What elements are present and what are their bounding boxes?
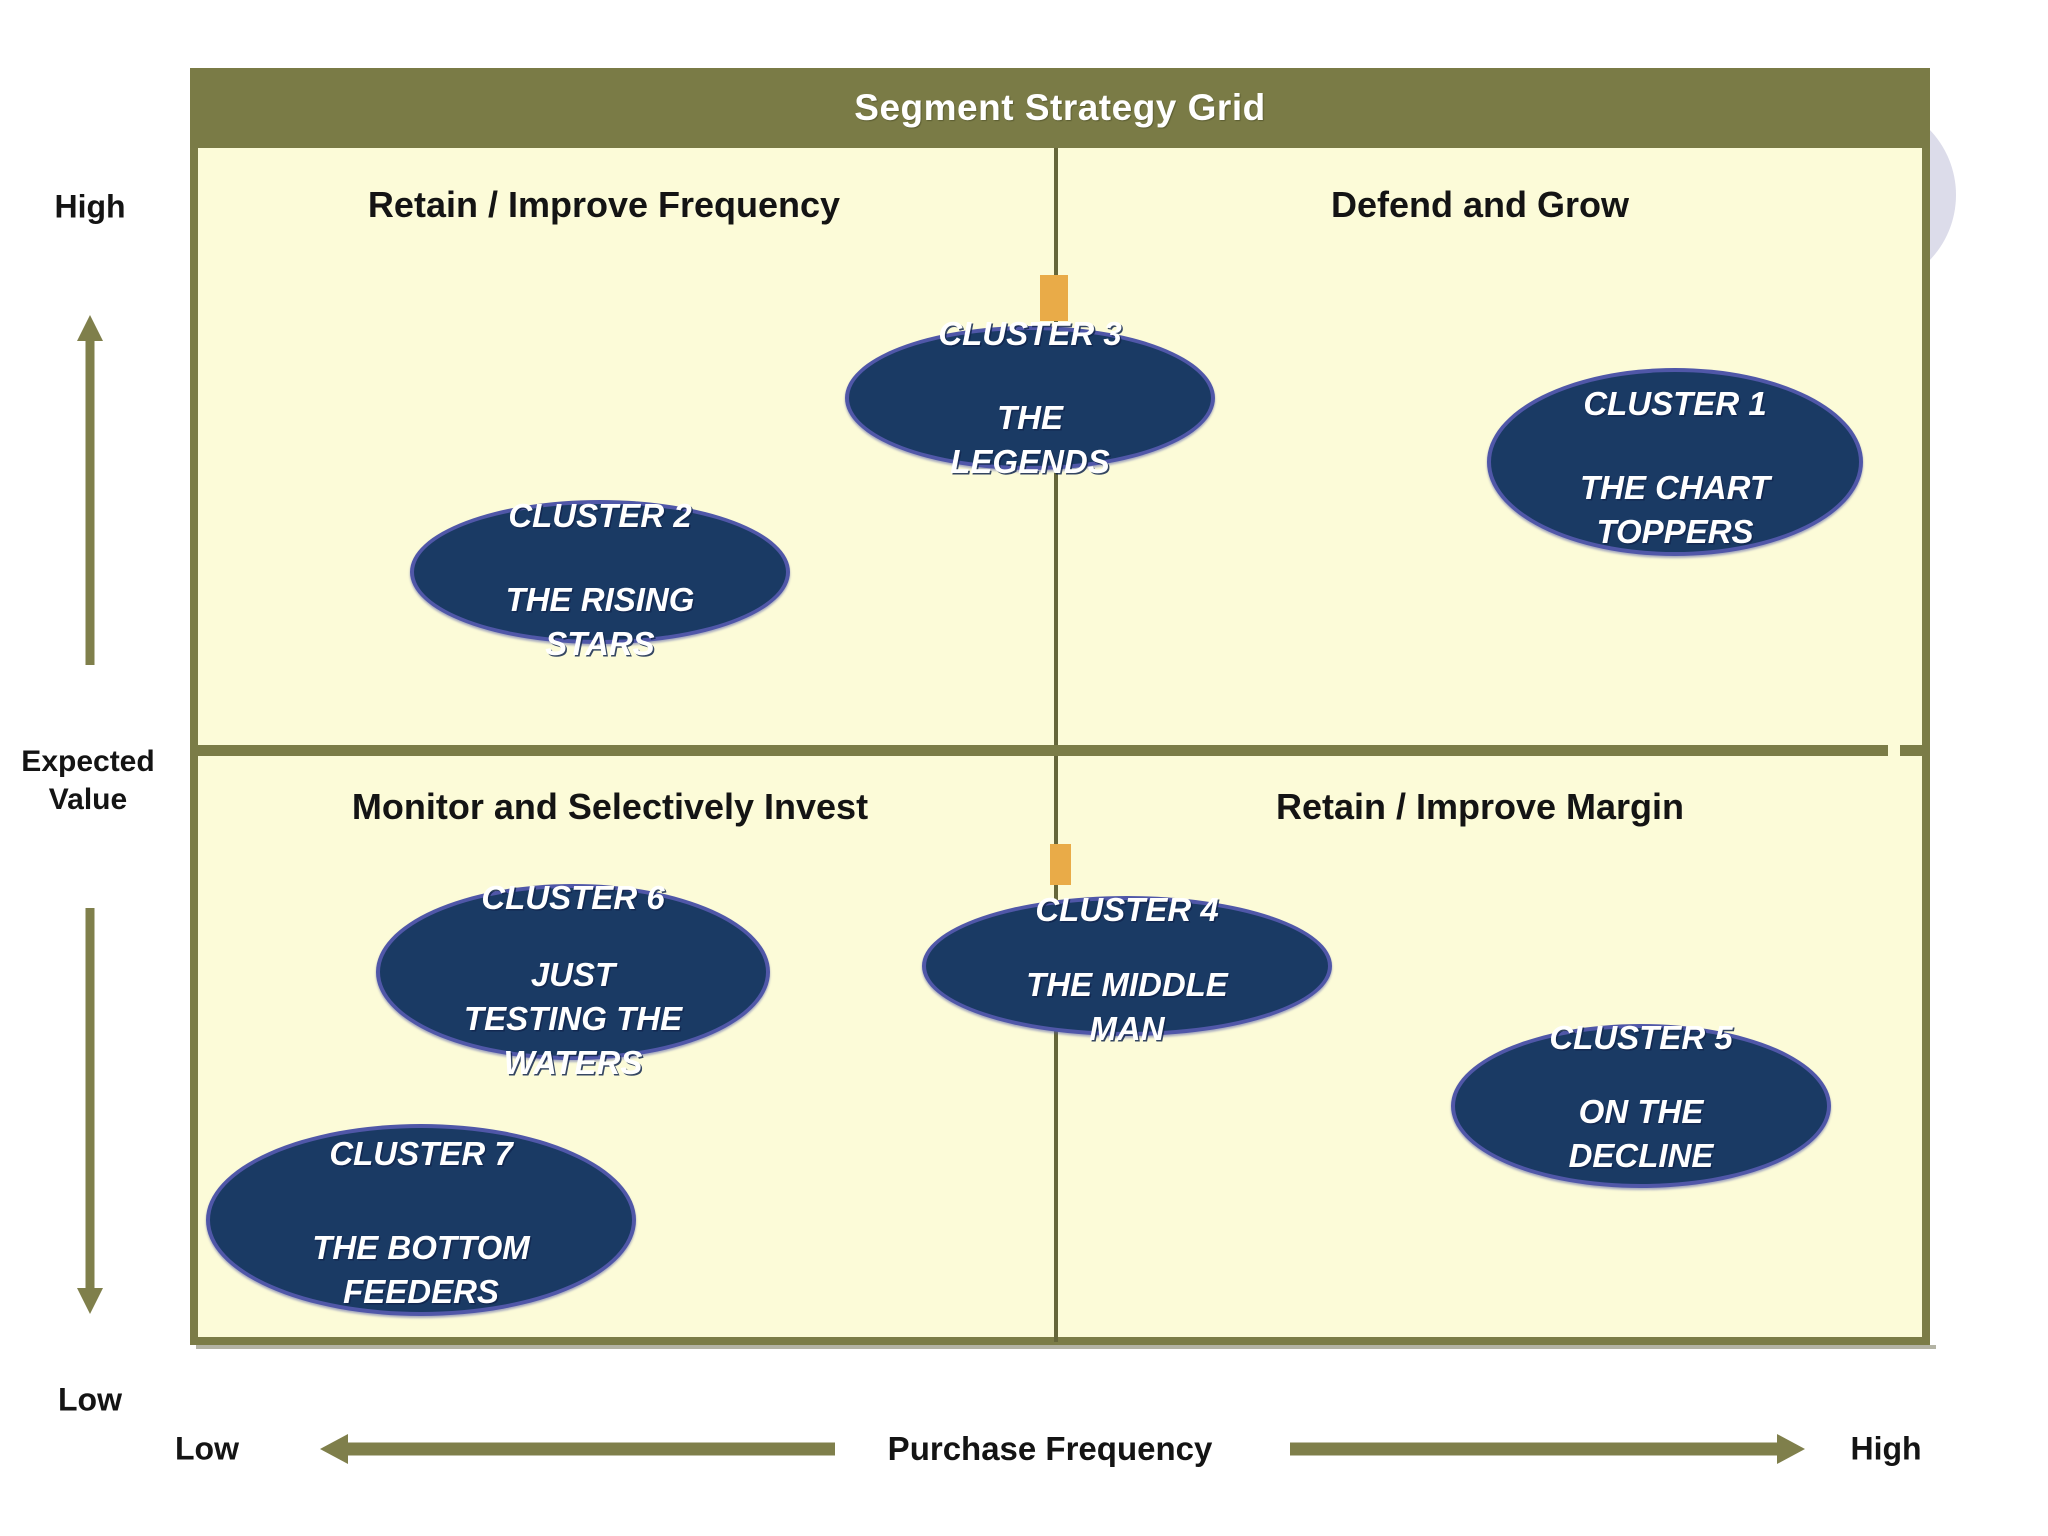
cluster-2: CLUSTER 2 THE RISING STARS xyxy=(410,497,790,662)
cluster-1-name: THE CHART TOPPERS xyxy=(1579,469,1771,550)
cluster-6-ellipse xyxy=(376,884,770,1060)
x-axis-name: Purchase Frequency xyxy=(887,1430,1213,1467)
y-axis-up-arrow-icon xyxy=(77,315,103,665)
x-axis-high-label: High xyxy=(1850,1430,1922,1467)
cluster-4-name: THE MIDDLE MAN xyxy=(1026,966,1228,1047)
cluster-3-ellipse xyxy=(845,326,1215,470)
x-axis-right-arrow-icon xyxy=(1290,1434,1805,1464)
cluster-6-title: CLUSTER 6 xyxy=(481,879,665,916)
cluster-4: CLUSTER 4 THE MIDDLE MAN xyxy=(922,891,1332,1047)
y-axis-name-line2: Value xyxy=(48,783,128,816)
cluster-5-ellipse xyxy=(1451,1024,1831,1188)
cluster-2-ellipse xyxy=(410,500,790,644)
slide-title: Segment Strategy Grid xyxy=(854,87,1266,128)
cluster-4-title: CLUSTER 4 xyxy=(1035,891,1219,928)
horizontal-divider-left xyxy=(198,745,1888,756)
cluster-7: CLUSTER 7 THE BOTTOM FEEDERS xyxy=(206,1124,636,1316)
cluster-5-name: ON THE DECLINE xyxy=(1568,1093,1714,1174)
y-axis-high-label: High xyxy=(54,188,126,225)
cluster-5: CLUSTER 5 ON THE DECLINE xyxy=(1451,1019,1831,1188)
y-axis-low-label: Low xyxy=(58,1381,122,1418)
quadrant-label-top-left: Retain / Improve Frequency xyxy=(367,184,841,225)
cluster-7-title: CLUSTER 7 xyxy=(329,1135,513,1172)
quadrant-label-bottom-left: Monitor and Selectively Invest xyxy=(351,786,869,827)
cluster-3-name: THE LEGENDS xyxy=(950,399,1110,480)
cluster-4-ellipse xyxy=(922,896,1332,1036)
quadrant-label-bottom-right: Retain / Improve Margin xyxy=(1275,786,1685,827)
cluster-3: CLUSTER 3 THE LEGENDS xyxy=(845,315,1215,480)
x-axis-low-label: Low xyxy=(175,1430,239,1467)
cluster-1: CLUSTER 1 THE CHART TOPPERS xyxy=(1487,368,1863,556)
quadrant-label-top-right: Defend and Grow xyxy=(1330,184,1630,225)
sticky-tab-bottom xyxy=(1050,844,1071,885)
cluster-2-name: THE RISING STARS xyxy=(505,581,695,662)
cluster-5-title: CLUSTER 5 xyxy=(1549,1019,1733,1056)
panel-bottom-shadow xyxy=(196,1345,1936,1349)
cluster-2-title: CLUSTER 2 xyxy=(508,497,692,534)
cluster-1-ellipse xyxy=(1487,368,1863,556)
cluster-3-title: CLUSTER 3 xyxy=(938,315,1122,352)
x-axis-left-arrow-icon xyxy=(320,1434,835,1464)
cluster-7-name: THE BOTTOM FEEDERS xyxy=(312,1229,530,1310)
title-bar: Segment Strategy Grid xyxy=(190,68,1930,148)
horizontal-divider-right xyxy=(1900,745,1922,756)
y-axis-name-line1: Expected xyxy=(21,745,155,778)
y-axis-down-arrow-icon xyxy=(77,908,103,1314)
cluster-1-title: CLUSTER 1 xyxy=(1583,385,1767,422)
cluster-6: CLUSTER 6 JUST TESTING THE WATERS xyxy=(376,879,770,1081)
sticky-tab-top xyxy=(1040,275,1068,321)
cluster-6-name: JUST TESTING THE WATERS xyxy=(463,956,683,1081)
cluster-7-ellipse xyxy=(206,1124,636,1316)
